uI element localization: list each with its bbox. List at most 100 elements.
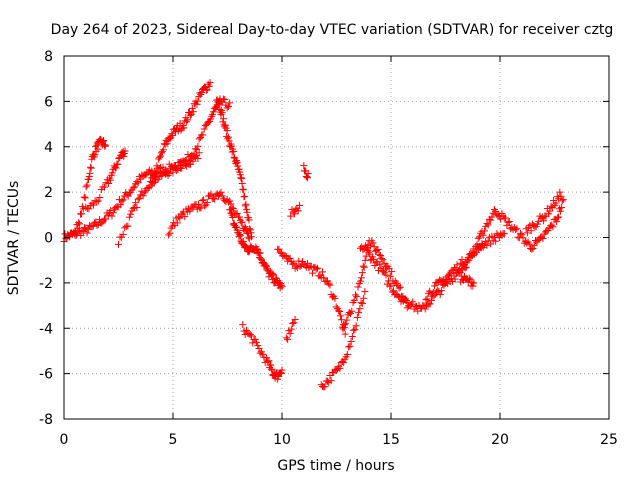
data-point [102, 215, 110, 223]
data-point [362, 252, 370, 260]
data-point [178, 164, 186, 172]
data-point [314, 264, 322, 272]
data-point [117, 201, 125, 209]
data-point [421, 305, 429, 313]
data-point [114, 160, 122, 168]
data-point [90, 201, 98, 209]
data-point [125, 213, 133, 221]
data-point [284, 335, 292, 343]
y-tick-label: 8 [44, 49, 53, 65]
data-point [492, 237, 500, 245]
data-point [201, 202, 209, 210]
data-point [487, 216, 495, 224]
data-point [369, 239, 377, 247]
data-point [325, 280, 333, 288]
data-point [221, 96, 229, 104]
data-point [546, 207, 554, 215]
data-point [348, 332, 356, 340]
data-point [513, 225, 521, 233]
data-point [409, 298, 417, 306]
data-point [343, 316, 351, 324]
data-point [277, 281, 285, 289]
data-point [165, 170, 173, 178]
data-point [106, 176, 114, 184]
y-tick-label: -6 [39, 367, 53, 383]
data-point [358, 269, 366, 277]
x-tick-label: 25 [600, 432, 618, 448]
data-point [239, 185, 247, 193]
data-point [339, 325, 347, 333]
data-point [380, 259, 388, 267]
data-point [289, 319, 297, 327]
data-point [233, 223, 241, 231]
data-point [242, 243, 250, 251]
data-point [93, 221, 101, 229]
series-sat-t [457, 272, 478, 290]
data-point [169, 168, 177, 176]
data-point [151, 173, 159, 181]
series-sat-g [213, 96, 255, 241]
data-point [463, 258, 471, 266]
data-point [350, 296, 358, 304]
series-sat-b [71, 135, 109, 239]
data-point [237, 174, 245, 182]
data-point [229, 214, 237, 222]
y-tick-label: -2 [39, 276, 53, 292]
data-point [326, 281, 334, 289]
data-point [198, 89, 206, 97]
data-point [71, 231, 79, 239]
data-point [395, 284, 403, 292]
data-point [295, 201, 303, 209]
data-point [484, 221, 492, 229]
data-point [205, 82, 213, 90]
data-point [206, 79, 214, 87]
data-point [528, 245, 536, 253]
x-tick-label: 0 [60, 432, 69, 448]
data-point [129, 184, 137, 192]
data-point [277, 280, 285, 288]
x-axis-ticks: 0 5 10 15 20 25 [60, 56, 618, 448]
data-point [207, 190, 215, 198]
data-point [115, 240, 122, 248]
data-point [336, 364, 344, 372]
data-point [159, 146, 167, 154]
data-point [224, 133, 232, 141]
data-point [154, 164, 162, 172]
data-point [93, 198, 101, 206]
data-point [287, 325, 295, 333]
data-point [134, 195, 142, 203]
data-point [353, 293, 361, 301]
data-point [547, 202, 555, 210]
data-point [514, 233, 522, 241]
data-point [247, 332, 255, 340]
y-tick-label: 4 [44, 140, 53, 156]
data-point [343, 350, 351, 358]
data-point [406, 302, 414, 310]
series-sat-s [522, 188, 565, 237]
data-point [470, 279, 478, 287]
data-point [211, 195, 219, 203]
data-point [133, 204, 141, 212]
series-sat-c [82, 147, 129, 213]
data-point [523, 229, 531, 237]
data-point [278, 366, 286, 374]
data-point [422, 296, 430, 304]
data-point [81, 224, 89, 232]
data-point [254, 245, 262, 253]
data-point [504, 218, 512, 226]
data-point [241, 223, 249, 231]
data-point [548, 221, 556, 229]
x-axis-label: GPS time / hours [277, 458, 394, 474]
data-point [518, 231, 526, 239]
x-tick-label: 5 [169, 432, 178, 448]
data-point [318, 268, 326, 276]
data-point [186, 111, 194, 119]
data-point [227, 200, 235, 208]
data-point [228, 209, 236, 217]
series-sat-q [422, 229, 508, 304]
data-point [246, 331, 254, 339]
data-point [552, 199, 560, 207]
data-point [246, 226, 254, 234]
data-point [352, 322, 360, 330]
